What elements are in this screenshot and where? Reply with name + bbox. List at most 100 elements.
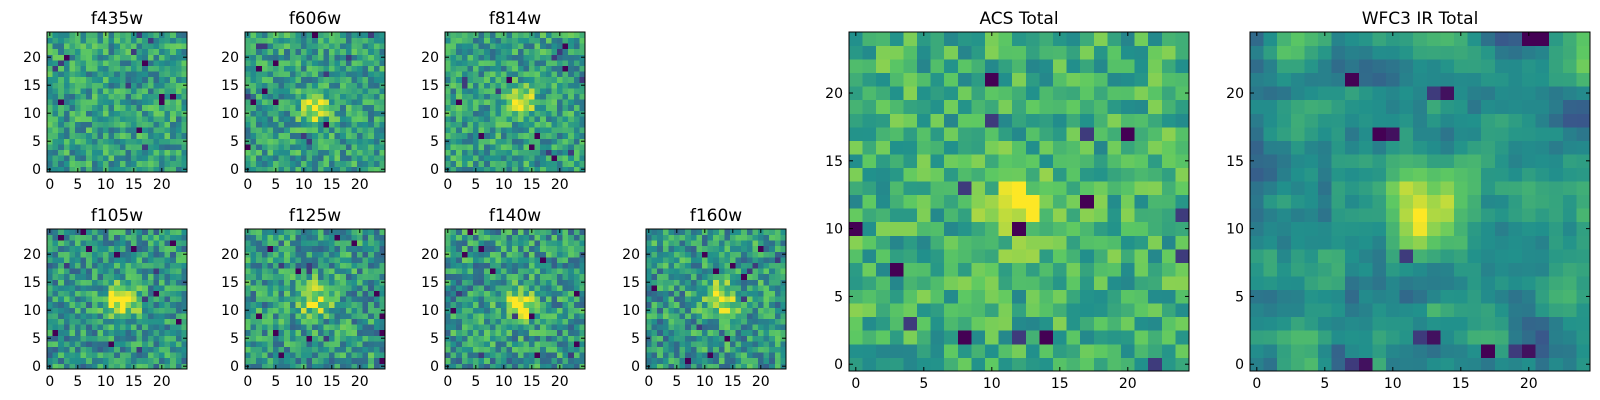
heatmap-cell	[69, 245, 76, 252]
heatmap-cell	[284, 155, 291, 162]
heatmap-cell	[52, 82, 59, 89]
heatmap-cell	[317, 71, 324, 78]
heatmap-cell	[551, 324, 558, 331]
heatmap-cell	[250, 290, 257, 297]
heatmap-cell	[345, 341, 352, 347]
heatmap-cell	[562, 335, 569, 342]
heatmap-cell	[557, 268, 563, 275]
heatmap-cell	[512, 48, 519, 55]
heatmap-cell	[1080, 316, 1095, 331]
heatmap-cell	[551, 234, 558, 241]
heatmap-cell	[295, 307, 302, 314]
heatmap-cell	[501, 301, 507, 308]
heatmap-cell	[484, 104, 491, 111]
heatmap-cell	[267, 229, 274, 235]
heatmap-cell	[478, 257, 485, 263]
heatmap-cell	[351, 65, 358, 72]
heatmap-cell	[523, 234, 530, 241]
heatmap-cell	[456, 127, 463, 134]
heatmap-cell	[351, 240, 358, 247]
heatmap-cell	[86, 257, 93, 263]
heatmap-cell	[334, 285, 341, 291]
heatmap-cell	[752, 273, 759, 280]
heatmap-cell	[125, 76, 132, 83]
heatmap-cell	[301, 346, 307, 353]
heatmap-cell	[461, 54, 468, 61]
heatmap-cell	[47, 341, 53, 347]
x-tick-label: 20	[153, 177, 171, 193]
heatmap-cell	[278, 132, 285, 139]
heatmap-cell	[86, 144, 93, 150]
heatmap-cell	[245, 329, 251, 336]
heatmap-cell	[159, 82, 165, 89]
heatmap-cell	[685, 262, 692, 269]
heatmap-cell	[245, 121, 251, 128]
heatmap-cell	[718, 285, 725, 291]
heatmap-cell	[261, 335, 268, 342]
heatmap-cell	[735, 290, 742, 297]
heatmap-cell	[306, 279, 313, 286]
heatmap-cell	[523, 138, 530, 145]
heatmap-cell	[63, 149, 70, 156]
heatmap-cell	[312, 149, 319, 156]
heatmap-cell	[317, 346, 324, 353]
heatmap-cell	[103, 121, 109, 128]
heatmap-cell	[142, 99, 149, 106]
heatmap-cell	[495, 245, 502, 252]
heatmap-cell	[461, 279, 468, 286]
heatmap-cell	[573, 149, 580, 156]
heatmap-cell	[136, 296, 143, 303]
heatmap-cell	[746, 262, 753, 269]
heatmap-cell	[971, 343, 986, 358]
heatmap-cell	[957, 343, 972, 358]
heatmap-cell	[334, 43, 341, 50]
heatmap-cell	[175, 82, 182, 89]
heatmap-cell	[329, 257, 335, 263]
heatmap-cell	[903, 194, 918, 209]
heatmap-cell	[284, 116, 291, 122]
heatmap-cell	[159, 268, 165, 275]
heatmap-cell	[351, 132, 358, 139]
heatmap-cell	[267, 116, 274, 122]
heatmap-cell	[142, 116, 149, 122]
heatmap-cell	[75, 88, 81, 94]
heatmap-cell	[523, 166, 530, 173]
heatmap-cell	[534, 318, 541, 325]
heatmap-cell	[357, 54, 363, 61]
heatmap-cell	[136, 43, 143, 50]
heatmap-cell	[473, 160, 479, 167]
heatmap-cell	[930, 357, 945, 372]
heatmap-cell	[489, 301, 496, 308]
heatmap-cell	[295, 346, 302, 353]
heatmap-cell	[295, 335, 302, 342]
heatmap-cell	[181, 121, 188, 128]
heatmap-cell	[501, 43, 507, 50]
heatmap-cell	[517, 37, 524, 44]
heatmap-cell	[306, 301, 313, 308]
heatmap-cell	[562, 37, 569, 44]
heatmap-cell	[557, 138, 563, 145]
heatmap-cell	[456, 234, 463, 241]
heatmap-cell	[75, 60, 81, 66]
heatmap-cell	[103, 296, 109, 303]
heatmap-cell	[752, 229, 759, 235]
heatmap-cell	[357, 138, 363, 145]
heatmap-cell	[329, 93, 335, 100]
heatmap-cell	[289, 296, 296, 303]
heatmap-cell	[97, 99, 104, 106]
heatmap-cell	[551, 285, 558, 291]
heatmap-cell	[80, 149, 87, 156]
heatmap-cell	[147, 132, 154, 139]
heatmap-cell	[523, 155, 530, 162]
heatmap-cell	[131, 99, 137, 106]
heatmap-cell	[774, 307, 781, 314]
heatmap-cell	[329, 127, 335, 134]
heatmap-cell	[1039, 181, 1054, 196]
heatmap-cell	[295, 155, 302, 162]
heatmap-cell	[758, 268, 764, 275]
heatmap-cell	[724, 273, 731, 280]
heatmap-cell	[295, 48, 302, 55]
heatmap-cell	[334, 166, 341, 173]
heatmap-cell	[674, 357, 680, 364]
heatmap-cell	[69, 296, 76, 303]
